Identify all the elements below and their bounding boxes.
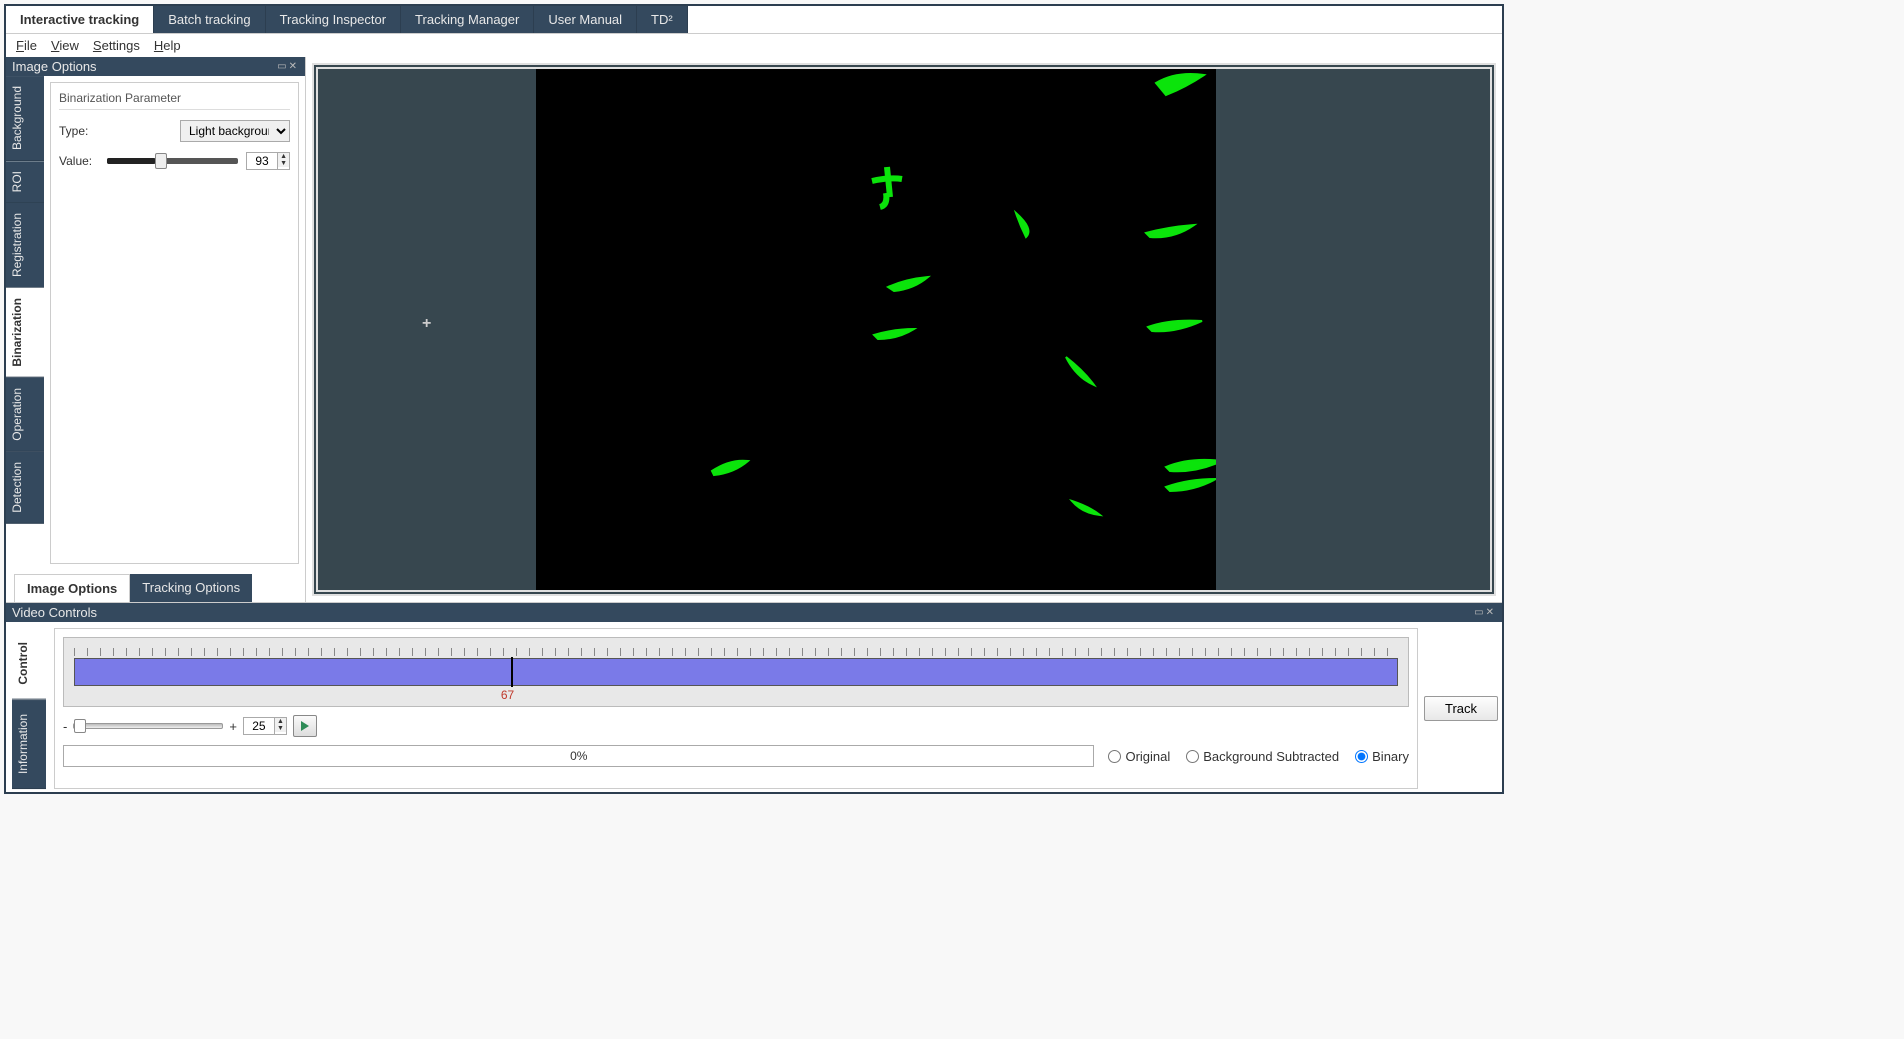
tab-interactive-tracking[interactable]: Interactive tracking [6,6,154,33]
vc-vtabs: Control Information [12,628,46,789]
crosshair-icon: + [422,315,431,333]
fps-input[interactable] [243,717,275,735]
value-slider[interactable] [107,158,238,164]
speed-minus: - [63,719,67,734]
app-root: Interactive tracking Batch tracking Trac… [4,4,1504,794]
tab-image-options[interactable]: Image Options [14,574,130,602]
main-tabs: Interactive tracking Batch tracking Trac… [6,6,1502,34]
vtab-operation[interactable]: Operation [6,378,44,452]
image-options-panel: Image Options ▭✕ Background ROI Registra… [6,57,306,602]
image-options-title: Image Options [12,59,97,74]
fps-down[interactable]: ▼ [275,725,286,732]
menu-view[interactable]: View [51,38,79,53]
binarization-section-title: Binarization Parameter [59,91,290,110]
value-spinner[interactable]: ▲▼ [246,152,290,170]
menubar: File View Settings Help [6,34,1502,57]
speed-slider[interactable] [73,723,223,729]
play-icon [299,720,311,732]
value-label: Value: [59,154,99,168]
vc-tab-control[interactable]: Control [12,628,46,700]
timeline[interactable] [74,658,1398,686]
viewport-canvas [536,69,1216,590]
play-button[interactable] [293,715,317,737]
viewport-wrap: Objects detected: 13 + [306,57,1502,602]
menu-help[interactable]: Help [154,38,181,53]
video-controls-body: Control Information 67 - [6,622,1502,795]
view-mode-group: Original Background Subtracted Binary [1108,749,1409,764]
view-mode-original[interactable]: Original [1108,749,1170,764]
type-row: Type: Light background [59,120,290,142]
tab-tracking-inspector[interactable]: Tracking Inspector [266,6,401,33]
tab-td2[interactable]: TD² [637,6,688,33]
upper-pane: Image Options ▭✕ Background ROI Registra… [6,57,1502,602]
vtab-registration[interactable]: Registration [6,203,44,288]
vtab-detection[interactable]: Detection [6,452,44,524]
timeline-outer: 67 [63,637,1409,707]
content-area: Image Options ▭✕ Background ROI Registra… [6,57,1502,795]
view-mode-binary[interactable]: Binary [1355,749,1409,764]
vtab-roi[interactable]: ROI [6,161,44,203]
view-mode-bgsub[interactable]: Background Subtracted [1186,749,1339,764]
fps-spinner[interactable]: ▲▼ [243,717,287,735]
vc-tab-information[interactable]: Information [12,700,46,789]
viewport[interactable]: Objects detected: 13 + [312,63,1496,596]
video-controls-header: Video Controls ▭✕ [6,603,1502,622]
tab-tracking-options[interactable]: Tracking Options [130,574,252,602]
speed-plus: + [229,719,237,734]
vc-main: 67 - + ▲▼ [54,628,1418,789]
value-row: Value: ▲▼ [59,152,290,170]
vtab-background[interactable]: Background [6,76,44,161]
value-down[interactable]: ▼ [278,160,289,167]
panel-window-icons[interactable]: ▭✕ [277,61,299,72]
progress-row: 0% Original Background Subtracted Binary [63,745,1409,767]
value-up[interactable]: ▲ [278,153,289,160]
menu-settings[interactable]: Settings [93,38,140,53]
video-controls-panel: Video Controls ▭✕ Control Information 67 [6,602,1502,795]
type-label: Type: [59,124,99,138]
timeline-ticks [74,648,1398,656]
playback-row: - + ▲▼ [63,715,1409,737]
value-input[interactable] [246,152,278,170]
fps-up[interactable]: ▲ [275,718,286,725]
vtabs: Background ROI Registration Binarization… [6,76,44,570]
image-options-body: Background ROI Registration Binarization… [6,76,305,570]
type-select[interactable]: Light background [180,120,290,142]
progress-bar: 0% [63,745,1094,767]
video-controls-title: Video Controls [12,605,97,620]
binarization-pane: Binarization Parameter Type: Light backg… [50,82,299,564]
image-options-header: Image Options ▭✕ [6,57,305,76]
track-button[interactable]: Track [1424,696,1498,721]
timeline-cursor[interactable] [511,657,513,687]
tab-tracking-manager[interactable]: Tracking Manager [401,6,534,33]
menu-file[interactable]: File [16,38,37,53]
tab-user-manual[interactable]: User Manual [534,6,637,33]
tab-batch-tracking[interactable]: Batch tracking [154,6,265,33]
timeline-frame-label: 67 [501,688,514,702]
panel-window-icons[interactable]: ▭✕ [1474,607,1496,618]
option-tabs: Image Options Tracking Options [6,570,305,602]
vtab-binarization[interactable]: Binarization [6,288,44,378]
vc-side: Track [1426,628,1496,789]
